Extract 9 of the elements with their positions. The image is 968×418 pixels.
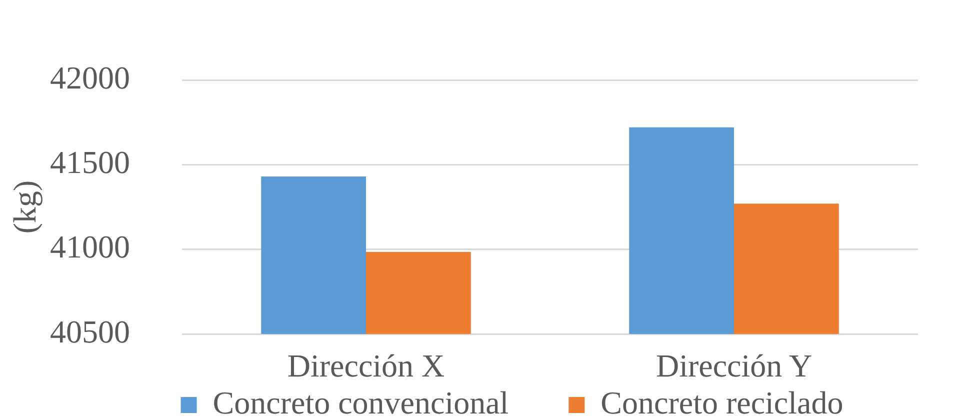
y-tick-label: 42000: [50, 59, 130, 96]
x-tick-label: Dirección X: [287, 347, 445, 384]
x-tick-label: Dirección Y: [656, 347, 812, 384]
y-tick-label: 40500: [50, 313, 130, 350]
y-tick-label: 41000: [50, 228, 130, 265]
y-axis-title: (kg): [6, 180, 43, 234]
legend-label: Concreto reciclado: [600, 384, 844, 418]
y-tick-label: 41500: [50, 144, 130, 180]
legend-label: Concreto convencional: [212, 384, 509, 418]
